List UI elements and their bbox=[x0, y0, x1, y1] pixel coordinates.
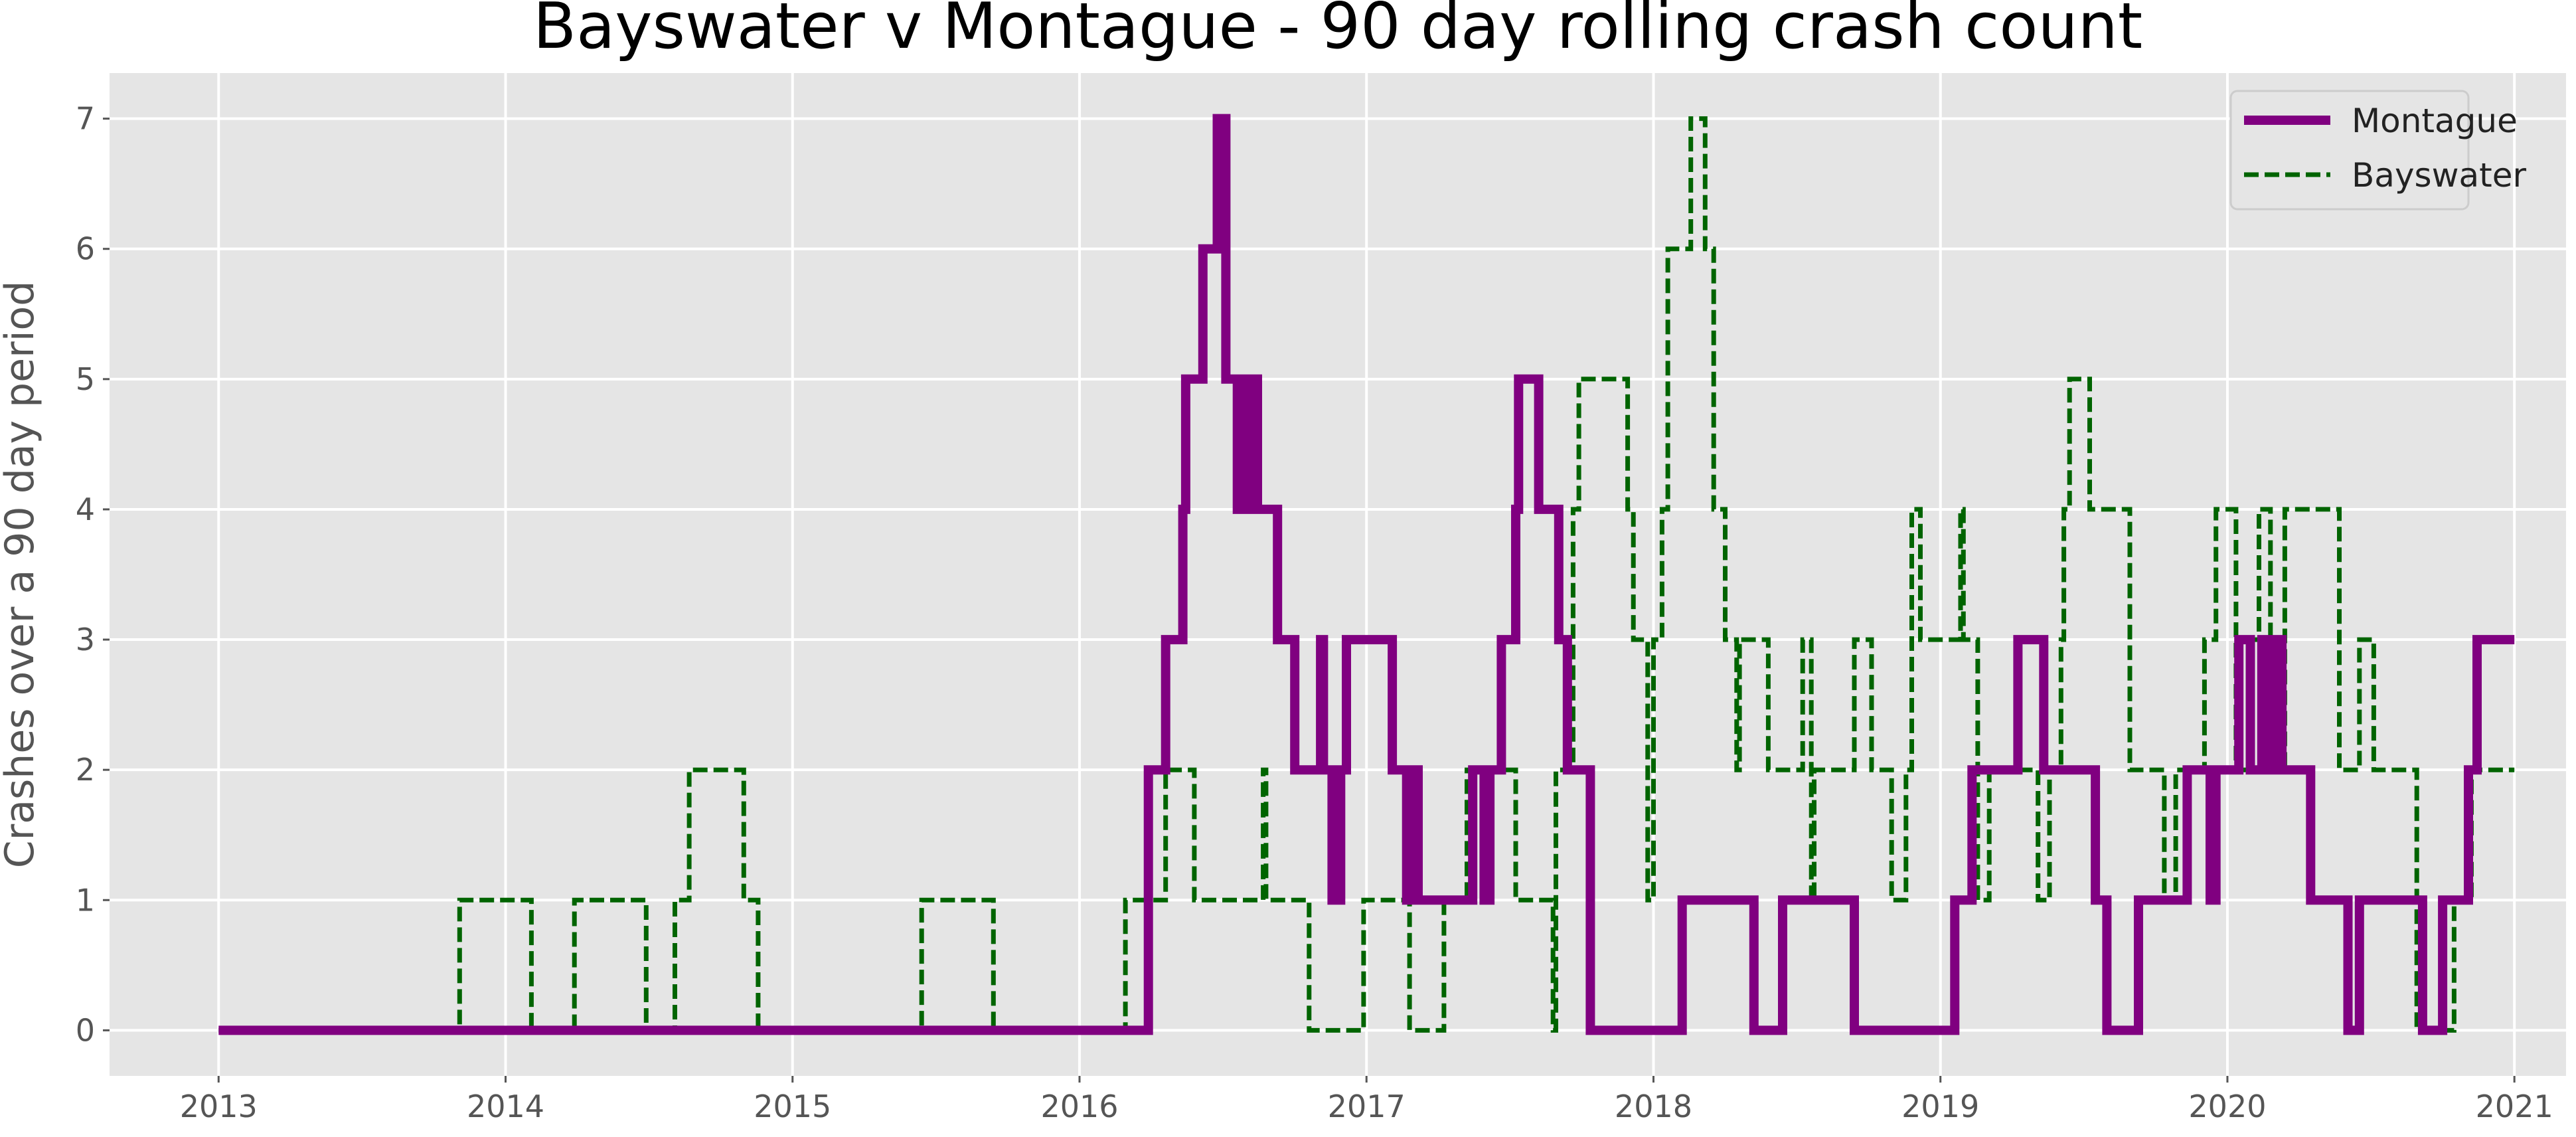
x-tick-labels: 2013 2014 2015 2016 2017 2018 2019 2020 2021 bbox=[180, 1089, 2553, 1124]
y-tick-label: 5 bbox=[76, 361, 95, 397]
x-tick-label: 2014 bbox=[467, 1089, 544, 1124]
y-tick-label: 2 bbox=[76, 752, 95, 788]
y-tick-label: 6 bbox=[76, 231, 95, 267]
x-tick-label: 2020 bbox=[2188, 1089, 2266, 1124]
x-tick-label: 2018 bbox=[1615, 1089, 1692, 1124]
y-tick-label: 1 bbox=[76, 882, 95, 918]
x-tick-label: 2017 bbox=[1328, 1089, 1406, 1124]
y-tick-label: 3 bbox=[76, 622, 95, 657]
y-tick-label: 0 bbox=[76, 1012, 95, 1048]
chart-title: Bayswater v Montague - 90 day rolling cr… bbox=[533, 0, 2142, 63]
y-tick-label: 7 bbox=[76, 101, 95, 137]
x-tick-label: 2019 bbox=[1901, 1089, 1979, 1124]
x-tick-label: 2016 bbox=[1040, 1089, 1118, 1124]
series-lines bbox=[218, 114, 2515, 1035]
legend-label-bayswater: Bayswater bbox=[2352, 156, 2526, 195]
legend: Montague Bayswater bbox=[2229, 90, 2526, 211]
x-tick-label: 2013 bbox=[180, 1089, 258, 1124]
x-tick-label: 2021 bbox=[2476, 1089, 2553, 1124]
y-tick-label: 4 bbox=[76, 491, 95, 527]
legend-label-montague: Montague bbox=[2352, 102, 2518, 140]
plot-area bbox=[110, 73, 2566, 1076]
series-line-bayswater bbox=[218, 116, 2515, 1033]
x-tick-label: 2015 bbox=[754, 1089, 831, 1124]
series-line-montague bbox=[218, 114, 2515, 1035]
y-axis-label: Crashes over a 90 day period bbox=[0, 281, 43, 869]
y-tick-labels: 0 1 2 3 4 5 6 7 bbox=[76, 101, 95, 1049]
